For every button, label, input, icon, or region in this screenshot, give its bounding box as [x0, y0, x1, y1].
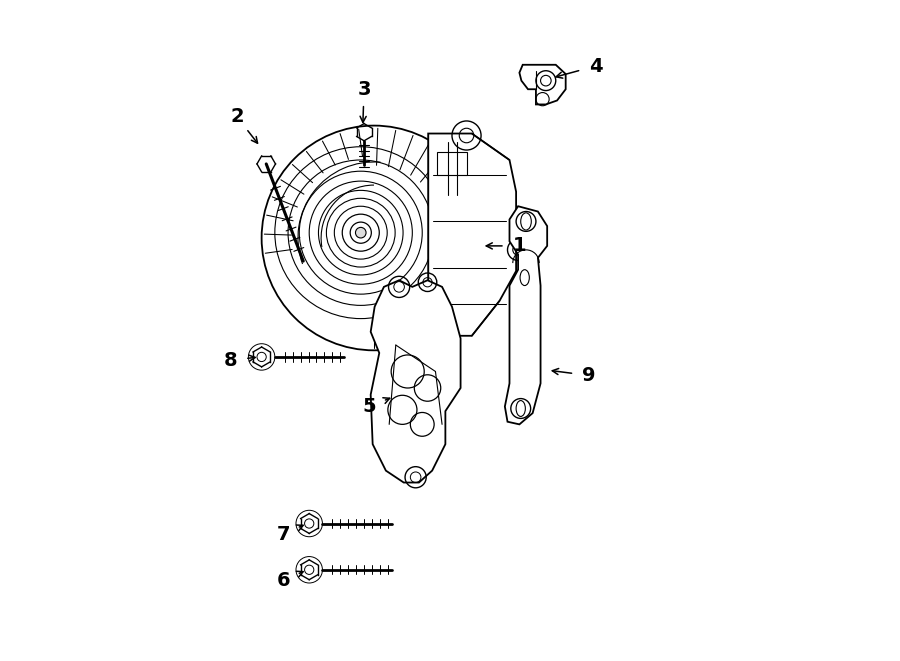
Polygon shape	[428, 134, 516, 336]
Polygon shape	[505, 206, 547, 424]
Text: 5: 5	[363, 397, 376, 416]
Circle shape	[356, 227, 366, 238]
Polygon shape	[519, 65, 566, 104]
Text: 4: 4	[589, 57, 602, 75]
Text: 7: 7	[276, 525, 290, 543]
Text: 8: 8	[224, 351, 238, 369]
Text: 6: 6	[276, 571, 290, 590]
Polygon shape	[371, 280, 461, 483]
Text: 9: 9	[582, 366, 596, 385]
Text: 1: 1	[513, 237, 526, 255]
Text: 3: 3	[357, 80, 371, 98]
Text: 2: 2	[230, 108, 244, 126]
